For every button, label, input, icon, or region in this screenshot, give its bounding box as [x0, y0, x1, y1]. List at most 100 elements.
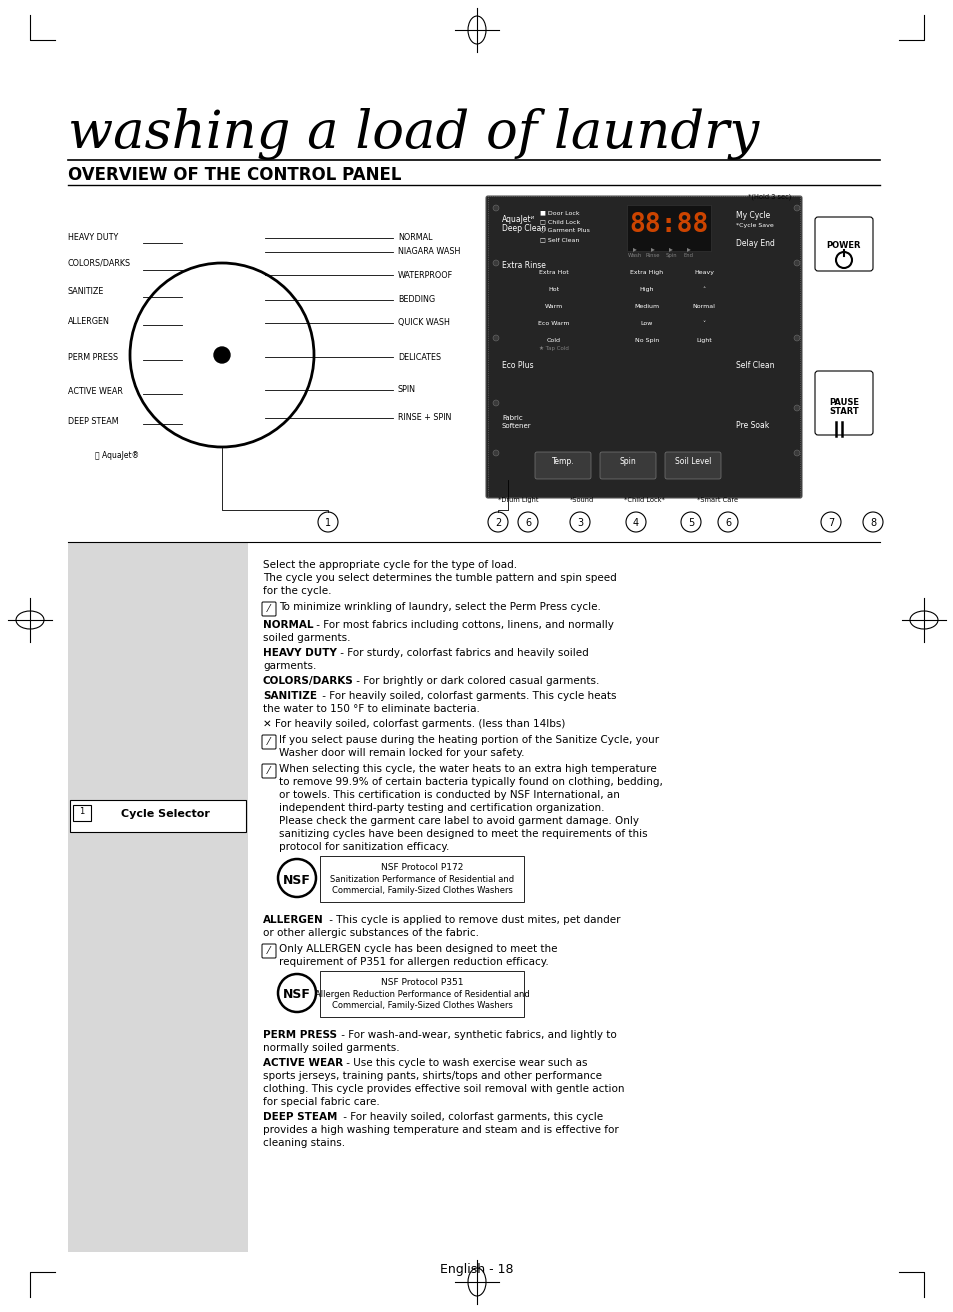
Text: Cycle Selector: Cycle Selector [120, 810, 210, 819]
FancyBboxPatch shape [262, 945, 275, 958]
Text: Hot: Hot [548, 287, 559, 293]
Text: Allergen Reduction Performance of Residential and: Allergen Reduction Performance of Reside… [314, 991, 529, 998]
Text: - For heavily soiled, colorfast garments. This cycle heats: - For heavily soiled, colorfast garments… [318, 691, 616, 701]
Text: ✕ For heavily soiled, colorfast garments. (less than 14lbs): ✕ For heavily soiled, colorfast garments… [263, 719, 565, 729]
Text: Wash: Wash [627, 253, 641, 258]
Text: provides a high washing temperature and steam and is effective for: provides a high washing temperature and … [263, 1124, 618, 1135]
Text: for special fabric care.: for special fabric care. [263, 1097, 379, 1107]
Text: ACTIVE WEAR: ACTIVE WEAR [68, 387, 123, 396]
Text: NIAGARA WASH: NIAGARA WASH [397, 248, 460, 257]
Text: NSF Protocol P172: NSF Protocol P172 [380, 863, 463, 872]
Text: or other allergic substances of the fabric.: or other allergic substances of the fabr… [263, 928, 478, 938]
Text: 8: 8 [869, 517, 875, 527]
Text: English - 18: English - 18 [439, 1263, 514, 1277]
Text: 6: 6 [524, 517, 531, 527]
Text: *Smart Care: *Smart Care [697, 497, 738, 502]
Text: 5: 5 [687, 517, 694, 527]
Text: ⁄: ⁄ [268, 766, 270, 775]
Text: ALLERGEN: ALLERGEN [68, 318, 110, 327]
Text: HEAVY DUTY: HEAVY DUTY [263, 648, 336, 659]
Text: My Cycle: My Cycle [735, 211, 769, 220]
Text: ▸: ▸ [668, 244, 672, 253]
Text: Extra High: Extra High [630, 270, 663, 276]
Circle shape [493, 335, 498, 341]
Text: Pre Soak: Pre Soak [735, 421, 768, 430]
Text: - For heavily soiled, colorfast garments, this cycle: - For heavily soiled, colorfast garments… [339, 1113, 602, 1122]
Bar [68, 542, 248, 1252]
Text: 6: 6 [724, 517, 730, 527]
Text: or towels. This certification is conducted by NSF International, an: or towels. This certification is conduct… [278, 790, 619, 800]
Text: No Spin: No Spin [634, 338, 659, 342]
Text: DEEP STEAM: DEEP STEAM [68, 417, 118, 426]
Text: Only ALLERGEN cycle has been designed to meet the: Only ALLERGEN cycle has been designed to… [278, 945, 557, 954]
FancyBboxPatch shape [262, 764, 275, 778]
Text: BEDDING: BEDDING [397, 295, 435, 304]
Text: Warm: Warm [544, 304, 562, 310]
FancyBboxPatch shape [262, 602, 275, 617]
Text: Extra Hot: Extra Hot [538, 270, 568, 276]
Text: Medium: Medium [634, 304, 659, 310]
Text: □ Child Lock: □ Child Lock [539, 219, 579, 224]
Text: Normal: Normal [692, 304, 715, 310]
Text: 7: 7 [827, 517, 833, 527]
Text: WATERPROOF: WATERPROOF [397, 270, 453, 279]
Text: Cold: Cold [546, 338, 560, 342]
FancyBboxPatch shape [262, 735, 275, 749]
Circle shape [493, 205, 498, 211]
Circle shape [493, 400, 498, 405]
Text: 3: 3 [577, 517, 582, 527]
Text: Temp.: Temp. [551, 457, 574, 466]
Text: Deep Clean: Deep Clean [501, 224, 545, 234]
Text: DEEP STEAM: DEEP STEAM [263, 1113, 337, 1122]
FancyBboxPatch shape [70, 800, 246, 832]
Text: ▸: ▸ [650, 244, 655, 253]
Text: - For most fabrics including cottons, linens, and normally: - For most fabrics including cottons, li… [313, 621, 613, 630]
FancyBboxPatch shape [814, 371, 872, 436]
Text: garments.: garments. [263, 661, 316, 670]
Text: soiled garments.: soiled garments. [263, 632, 350, 643]
Text: PAUSE: PAUSE [828, 398, 858, 407]
Text: PERM PRESS: PERM PRESS [68, 353, 118, 362]
Text: COLORS/DARKS: COLORS/DARKS [263, 676, 354, 686]
Text: POWER: POWER [826, 241, 861, 251]
Text: Rinse: Rinse [645, 253, 659, 258]
FancyBboxPatch shape [485, 195, 801, 499]
Text: □ Self Clean: □ Self Clean [539, 237, 578, 241]
Text: *Sound: *Sound [569, 497, 594, 502]
Text: - For wash-and-wear, synthetic fabrics, and lightly to: - For wash-and-wear, synthetic fabrics, … [337, 1030, 616, 1040]
Text: protocol for sanitization efficacy.: protocol for sanitization efficacy. [278, 842, 449, 851]
Text: End: End [683, 253, 693, 258]
Text: RINSE + SPIN: RINSE + SPIN [397, 413, 451, 422]
Text: If you select pause during the heating portion of the Sanitize Cycle, your: If you select pause during the heating p… [278, 735, 659, 745]
Text: NSF Protocol P351: NSF Protocol P351 [380, 977, 463, 987]
Text: 2: 2 [495, 517, 500, 527]
Text: AquaJetᴻ: AquaJetᴻ [501, 215, 535, 224]
Text: SANITIZE: SANITIZE [68, 287, 104, 297]
FancyBboxPatch shape [319, 971, 523, 1017]
Circle shape [493, 260, 498, 266]
Text: SANITIZE: SANITIZE [263, 691, 316, 701]
FancyBboxPatch shape [73, 806, 91, 821]
Text: requirement of P351 for allergen reduction efficacy.: requirement of P351 for allergen reducti… [278, 956, 548, 967]
FancyBboxPatch shape [664, 453, 720, 479]
Circle shape [793, 335, 800, 341]
Text: 1: 1 [79, 807, 85, 816]
Text: sports jerseys, training pants, shirts/tops and other performance: sports jerseys, training pants, shirts/t… [263, 1071, 601, 1081]
Text: When selecting this cycle, the water heats to an extra high temperature: When selecting this cycle, the water hea… [278, 764, 656, 774]
Text: ★ Tap Cold: ★ Tap Cold [538, 345, 568, 352]
Text: High: High [639, 287, 654, 293]
Circle shape [793, 260, 800, 266]
Text: 88:88: 88:88 [629, 213, 708, 237]
Text: Low: Low [640, 321, 653, 325]
Text: ˄: ˄ [701, 287, 705, 293]
Text: Select the appropriate cycle for the type of load.: Select the appropriate cycle for the typ… [263, 560, 517, 569]
Text: OVERVIEW OF THE CONTROL PANEL: OVERVIEW OF THE CONTROL PANEL [68, 167, 401, 184]
Text: Soil Level: Soil Level [674, 457, 710, 466]
Text: independent third-party testing and certification organization.: independent third-party testing and cert… [278, 803, 604, 813]
Text: ˅: ˅ [701, 321, 705, 325]
Text: sanitizing cycles have been designed to meet the requirements of this: sanitizing cycles have been designed to … [278, 829, 647, 838]
Text: 4: 4 [632, 517, 639, 527]
Text: NORMAL: NORMAL [263, 621, 314, 630]
Text: ▸: ▸ [633, 244, 637, 253]
Text: - For brightly or dark colored casual garments.: - For brightly or dark colored casual ga… [353, 676, 598, 686]
